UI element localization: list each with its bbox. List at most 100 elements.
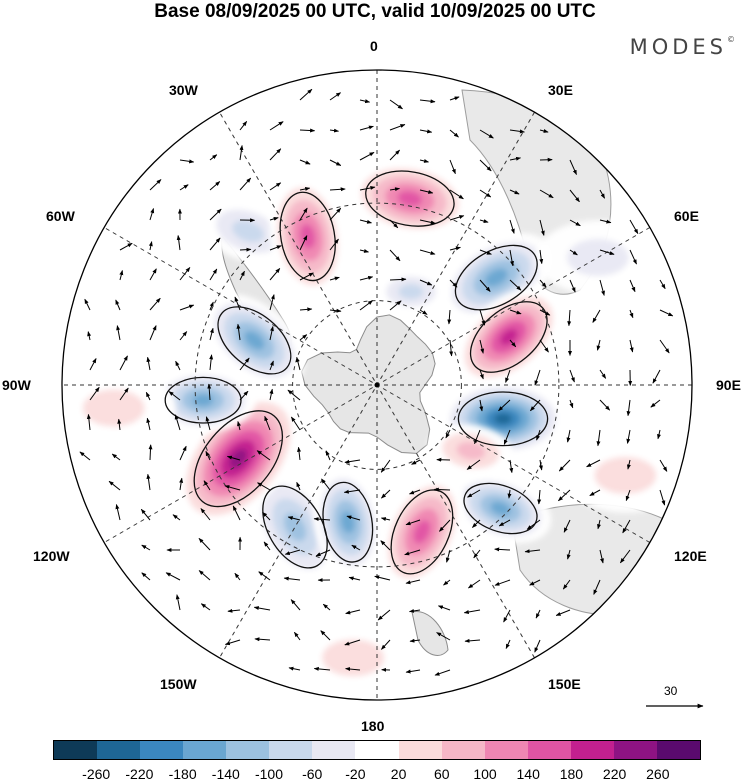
wind-vector — [419, 99, 436, 104]
wind-vector — [535, 609, 541, 619]
wind-vector — [257, 482, 271, 491]
contour-line — [390, 489, 454, 575]
wind-vector — [449, 215, 465, 221]
wind-vector — [626, 429, 631, 444]
wind-vector — [84, 298, 91, 311]
wind-vector — [115, 504, 121, 521]
wind-vector — [179, 304, 195, 311]
wind-vector — [168, 391, 181, 401]
wind-vector — [239, 270, 245, 281]
label-30w: 30W — [169, 82, 198, 98]
wind-vector — [297, 446, 302, 461]
copyright-mark: © — [727, 35, 735, 44]
label-60w: 60W — [46, 208, 75, 224]
wind-vector — [380, 459, 391, 473]
contour-line — [193, 410, 284, 508]
wind-vector — [299, 207, 308, 221]
colorbar-tick-label: 100 — [473, 766, 497, 782]
wind-vector — [419, 279, 433, 286]
contour-line — [322, 481, 374, 563]
contour-line — [279, 191, 336, 282]
wind-vector — [479, 219, 489, 223]
wind-vector — [479, 309, 486, 326]
wind-vector — [299, 334, 308, 341]
wind-vector — [200, 508, 211, 521]
wind-vector — [409, 489, 421, 495]
wind-vector — [530, 399, 541, 412]
wind-vector — [498, 519, 511, 527]
wind-vector — [479, 369, 484, 380]
wind-vector — [599, 189, 606, 199]
wind-vector — [569, 369, 575, 383]
colorbar-tick-label: -220 — [125, 766, 154, 782]
colorbar-tick-label: 260 — [646, 766, 670, 782]
wind-vector — [596, 429, 601, 447]
wind-vector — [592, 309, 601, 323]
colorbar-swatch — [269, 741, 313, 759]
wind-vector — [149, 268, 157, 281]
colorbar-tick-label: -20 — [345, 766, 366, 782]
wind-vector — [209, 354, 214, 371]
wind-vector — [116, 325, 121, 341]
label-90w: 90W — [2, 377, 31, 393]
wind-vector — [419, 309, 428, 315]
wind-vector — [629, 339, 634, 353]
contour-line — [469, 301, 548, 373]
wind-vector — [569, 159, 577, 176]
label-150e: 150E — [548, 676, 581, 692]
wind-vector — [472, 519, 481, 528]
wind-vector — [209, 181, 221, 191]
wind-vector — [507, 489, 512, 499]
wind-vector — [293, 631, 301, 641]
wind-vector — [359, 275, 374, 281]
wind-vector — [380, 540, 391, 551]
wind-vector — [313, 666, 331, 671]
colorbar-swatch — [398, 741, 442, 759]
wind-vector — [629, 219, 639, 235]
wind-vector — [149, 208, 155, 221]
wind-vector — [359, 219, 372, 224]
positive-anomaly — [291, 620, 416, 695]
wind-vector — [119, 355, 128, 371]
wind-vector — [269, 326, 274, 341]
wind-vector — [467, 579, 481, 589]
positive-anomaly — [62, 370, 176, 446]
wind-vector — [313, 517, 331, 522]
wind-vector — [296, 481, 301, 491]
wind-vector — [322, 603, 331, 611]
wind-vector — [597, 519, 601, 530]
contour-line — [454, 244, 538, 311]
wind-vector — [569, 249, 578, 256]
colorbar-tick-label: -140 — [211, 766, 240, 782]
wind-vector — [287, 389, 301, 401]
colorbar-swatch — [140, 741, 184, 759]
wind-vector — [329, 276, 340, 281]
wind-vector — [449, 279, 458, 288]
wind-vector — [239, 177, 252, 191]
wind-vector — [569, 279, 576, 293]
wind-vector — [149, 297, 161, 311]
wind-vector — [165, 572, 181, 581]
wind-vector — [509, 309, 522, 315]
label-60e: 60E — [674, 208, 699, 224]
wind-vector — [299, 187, 311, 191]
wind-vector — [299, 307, 313, 312]
wind-vector — [409, 608, 421, 613]
wind-vector — [174, 414, 181, 431]
wind-vector — [536, 429, 541, 441]
wind-vectors — [79, 88, 674, 676]
wind-vector — [239, 247, 252, 252]
wind-vector — [234, 296, 241, 311]
wind-vector — [466, 459, 481, 470]
wind-vector — [505, 639, 511, 649]
wind-vector — [198, 538, 211, 551]
negative-anomaly — [313, 466, 383, 578]
wind-vector — [563, 519, 571, 533]
wind-vector — [529, 579, 541, 586]
wind-vector — [389, 187, 400, 192]
wind-vector — [599, 219, 612, 224]
wind-vector — [586, 459, 601, 468]
wind-vector — [593, 579, 601, 595]
wind-vector — [404, 549, 421, 556]
colorbar-swatch — [570, 741, 614, 759]
